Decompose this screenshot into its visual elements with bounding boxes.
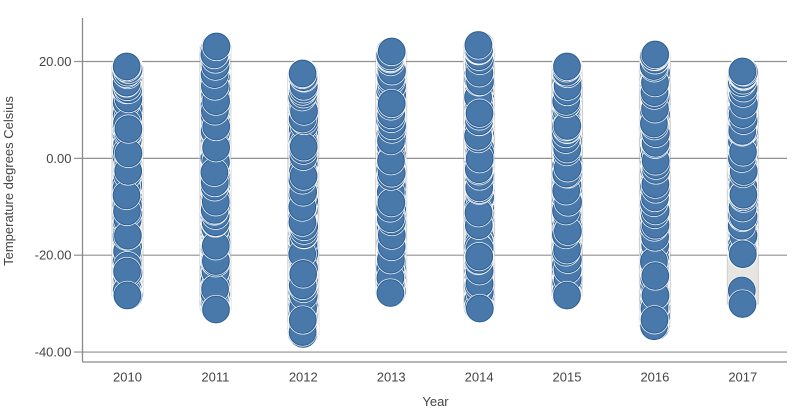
svg-text:2015: 2015 (553, 370, 582, 385)
svg-text:2010: 2010 (113, 370, 142, 385)
svg-text:-20.00: -20.00 (35, 248, 72, 263)
svg-text:2016: 2016 (640, 370, 669, 385)
svg-text:2014: 2014 (465, 370, 494, 385)
svg-text:Temperature degrees Celsius: Temperature degrees Celsius (1, 96, 16, 266)
svg-text:2017: 2017 (728, 370, 757, 385)
svg-text:-40.00: -40.00 (35, 345, 72, 360)
svg-text:0.00: 0.00 (46, 151, 71, 166)
svg-text:2011: 2011 (201, 370, 229, 385)
svg-text:2012: 2012 (289, 370, 318, 385)
svg-text:2013: 2013 (377, 370, 406, 385)
svg-text:Year: Year (422, 394, 449, 409)
svg-text:20.00: 20.00 (39, 54, 72, 69)
